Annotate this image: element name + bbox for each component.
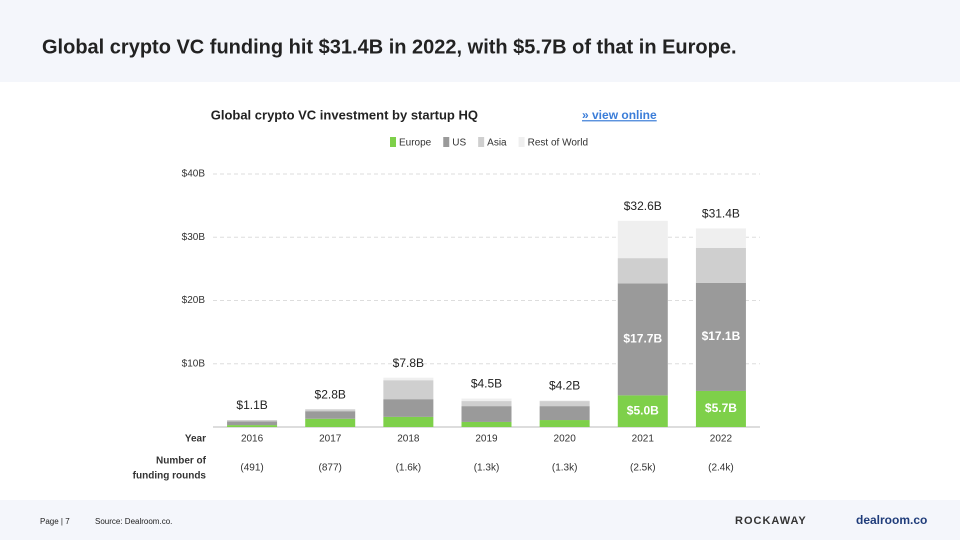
x-tick-label: 2018 — [397, 434, 420, 445]
legend-swatch — [390, 137, 396, 147]
rounds-label: Number of — [156, 456, 207, 467]
bar-segment — [383, 380, 434, 400]
x-tick-label: 2017 — [319, 434, 342, 445]
legend-label: US — [452, 138, 466, 149]
y-tick-label: $10B — [182, 358, 206, 369]
bar-segment — [227, 420, 278, 422]
rounds-value: (877) — [319, 463, 342, 474]
bar-segment — [617, 283, 668, 396]
legend-swatch — [518, 137, 525, 147]
rounds-value: (1.3k) — [474, 463, 500, 474]
footer-band — [0, 500, 960, 540]
view-online-link[interactable]: » view online — [582, 108, 657, 122]
total-label: $32.6B — [624, 199, 662, 213]
segment-label: $5.0B — [627, 403, 659, 417]
segment-label: $17.7B — [623, 332, 662, 346]
bar-segment — [695, 390, 746, 427]
bar-segment — [227, 421, 278, 426]
bar-segment — [461, 421, 512, 427]
x-axis-label: Year — [185, 434, 206, 445]
total-label: $31.4B — [702, 207, 740, 221]
bar-segment — [305, 411, 356, 419]
logo: ROCKAWAY — [735, 515, 807, 527]
y-tick-label: $40B — [182, 169, 206, 180]
bar-segment — [383, 416, 434, 427]
y-tick-label: $20B — [182, 295, 206, 306]
page-number: Page | 7 — [40, 517, 70, 526]
x-tick-label: 2021 — [632, 434, 655, 445]
bar-segment — [461, 401, 512, 407]
x-tick-label: 2022 — [710, 434, 733, 445]
rounds-value: (1.6k) — [396, 463, 422, 474]
rounds-value: (491) — [240, 463, 263, 474]
rounds-value: (1.3k) — [552, 463, 578, 474]
legend: Europe US Asia Rest of World — [390, 137, 588, 149]
header-band — [0, 0, 960, 82]
legend-label: Asia — [487, 138, 507, 149]
bar-segment — [695, 228, 746, 249]
rounds-value: (2.4k) — [708, 463, 734, 474]
legend-label: Europe — [399, 138, 432, 149]
segment-label: $5.7B — [705, 401, 737, 415]
total-label: $2.8B — [315, 387, 346, 401]
rounds-label: funding rounds — [133, 471, 207, 482]
bar-segment — [539, 401, 590, 407]
x-tick-label: 2020 — [554, 434, 577, 445]
total-label: $4.2B — [549, 379, 580, 393]
x-tick-label: 2016 — [241, 434, 264, 445]
bar-segment — [695, 248, 746, 283]
bar-segment — [539, 406, 590, 421]
source: Source: Dealroom.co. — [95, 517, 172, 526]
y-tick-label: $30B — [182, 232, 206, 243]
total-label: $1.1B — [236, 398, 267, 412]
bar-segment — [617, 220, 668, 259]
chart-title: Global crypto VC investment by startup H… — [211, 107, 478, 122]
bar-segment — [539, 420, 590, 427]
total-label: $4.5B — [471, 377, 502, 391]
slide-title: Global crypto VC funding hit $31.4B in 2… — [42, 36, 737, 58]
bar-segment — [383, 399, 434, 417]
bar-segment — [461, 398, 512, 402]
segment-label: $17.1B — [702, 329, 741, 343]
legend-swatch — [478, 137, 485, 147]
bar-segment — [617, 258, 668, 284]
bar-segment — [539, 400, 590, 402]
logo: dealroom.co — [856, 513, 927, 527]
bar-segment — [461, 406, 512, 422]
bar-segment — [617, 395, 668, 427]
bar-segment — [383, 377, 434, 381]
bar-segment — [695, 282, 746, 391]
legend-label: Rest of World — [528, 138, 588, 149]
bar-segment — [305, 418, 356, 427]
x-tick-label: 2019 — [475, 434, 498, 445]
bar-segment — [305, 409, 356, 412]
rounds-value: (2.5k) — [630, 463, 656, 474]
total-label: $7.8B — [393, 356, 424, 370]
bar-segment — [227, 425, 278, 427]
legend-swatch — [443, 137, 450, 147]
